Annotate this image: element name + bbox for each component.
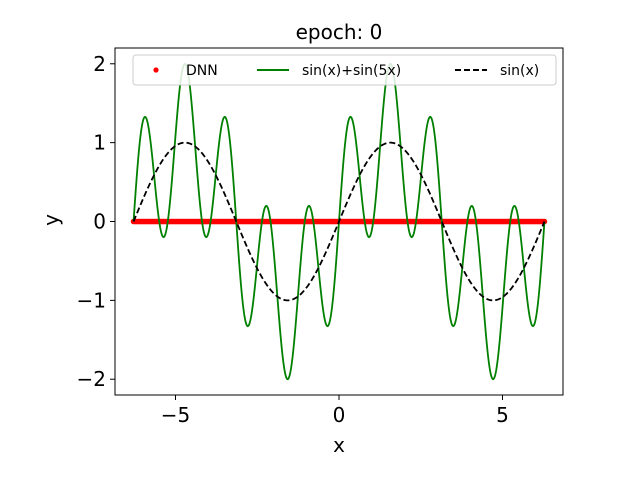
y-tick-label: −2 bbox=[77, 367, 106, 391]
plot-area bbox=[114, 47, 564, 396]
legend-box bbox=[132, 54, 557, 86]
y-tick-label: 0 bbox=[93, 210, 106, 234]
legend-label-sin: sin(x) bbox=[500, 63, 539, 79]
y-tick-label: 1 bbox=[93, 131, 106, 155]
x-tick-label: 0 bbox=[333, 403, 346, 427]
series-dnn bbox=[130, 218, 548, 225]
legend-label-dnn: DNN bbox=[186, 63, 218, 79]
x-tick-label: −5 bbox=[161, 403, 190, 427]
legend-label-sum: sin(x)+sin(5x) bbox=[302, 63, 401, 79]
x-tick-label: 5 bbox=[496, 403, 509, 427]
legend: DNN sin(x)+sin(5x) sin(x) bbox=[132, 54, 557, 86]
y-axis-label: y bbox=[39, 214, 63, 226]
x-axis-label: x bbox=[333, 433, 345, 457]
y-axis: −2 −1 0 1 2 bbox=[77, 52, 115, 391]
legend-marker-dnn bbox=[153, 67, 159, 73]
y-tick-label: 2 bbox=[93, 52, 106, 76]
y-tick-label: −1 bbox=[77, 288, 106, 312]
chart-title: epoch: 0 bbox=[296, 20, 383, 44]
series-sin-line bbox=[132, 141, 546, 302]
x-axis: −5 0 5 bbox=[161, 395, 509, 427]
